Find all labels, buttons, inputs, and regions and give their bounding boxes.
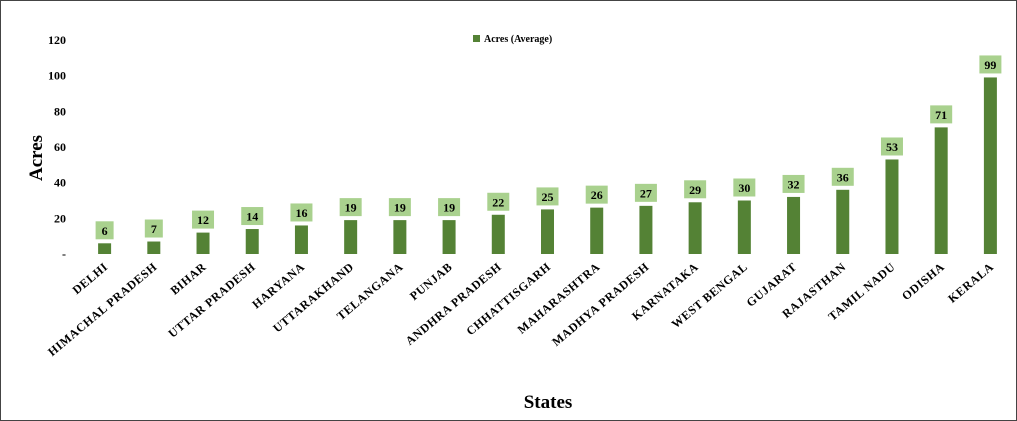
data-label: 12 [197, 213, 209, 227]
bar [541, 209, 554, 254]
data-label: 71 [935, 108, 947, 122]
data-label: 36 [837, 170, 849, 184]
y-tick-label: 40 [54, 176, 66, 190]
bar [491, 214, 505, 254]
data-label: 7 [151, 222, 157, 236]
data-label: 27 [640, 186, 652, 200]
data-label-box [438, 198, 461, 217]
bar [344, 220, 358, 254]
data-label-box [634, 183, 657, 202]
y-axis-title: Acres [26, 135, 47, 181]
legend-entry-acres-average: Acres (Average) [484, 34, 552, 45]
y-tick-label: 120 [48, 33, 66, 47]
bar [590, 207, 604, 254]
data-label-box [144, 219, 163, 238]
bar [393, 220, 407, 254]
x-axis-title: States [524, 392, 573, 413]
bar [836, 189, 850, 254]
data-label: 53 [886, 140, 898, 154]
data-label-box [831, 167, 854, 186]
data-label: 32 [788, 177, 800, 191]
bar [639, 205, 653, 254]
data-label: 19 [345, 201, 357, 215]
bar [787, 196, 801, 254]
data-label-box [388, 198, 411, 217]
bar [737, 200, 751, 254]
data-label: 26 [591, 188, 603, 202]
data-label-box [192, 210, 215, 229]
data-label: 14 [246, 210, 258, 224]
data-label: 99 [984, 58, 996, 72]
category-label: UTTAR PRADESH [165, 260, 258, 341]
data-label: 6 [102, 224, 108, 238]
category-label: KERALA [945, 260, 996, 306]
y-tick-label: - [62, 247, 66, 261]
y-tick-label: 80 [54, 104, 66, 118]
bar [294, 225, 308, 254]
category-label: DELHI [70, 260, 111, 298]
data-label-box [487, 192, 510, 211]
data-label: 29 [689, 183, 701, 197]
y-tick-label: 20 [54, 211, 66, 225]
y-tick-label: 60 [54, 140, 66, 154]
legend-swatch [473, 35, 480, 42]
category-label: UTTARAKHAND [270, 260, 356, 336]
data-label-box [95, 221, 114, 240]
data-label-box [930, 105, 953, 124]
bar [983, 77, 997, 254]
bar [245, 229, 259, 254]
data-label-box [782, 174, 805, 193]
y-tick-label: 100 [48, 69, 66, 83]
data-label: 19 [394, 201, 406, 215]
y-axis-ticks: - 20 40 60 80 100 120 [48, 33, 66, 261]
legend: Acres (Average) [473, 34, 552, 45]
data-label-box [979, 55, 1002, 74]
category-label: ANDHRA PRADESH [403, 260, 505, 348]
bar [934, 127, 948, 254]
data-label: 19 [443, 201, 455, 215]
bar [688, 202, 702, 254]
bar [442, 220, 456, 254]
data-label-box [339, 198, 362, 217]
data-label: 25 [542, 190, 554, 204]
data-labels: 6 7 12 14 16 19 19 19 22 25 26 27 29 30 32 36 53 71 99 [95, 55, 1002, 240]
bar [147, 241, 161, 254]
category-label: PUNJAB [407, 260, 455, 303]
data-label-box [585, 185, 608, 204]
data-label-box [536, 187, 559, 206]
category-label: MAHARASHTRA [515, 260, 603, 337]
data-label-box [241, 207, 264, 226]
category-label: BIHAR [168, 260, 209, 298]
data-label-box [290, 203, 313, 222]
category-label: ODISHA [899, 260, 947, 303]
bar [98, 243, 112, 254]
data-label: 16 [295, 206, 307, 220]
data-label-box [880, 137, 903, 156]
data-label-box [684, 180, 707, 199]
bar [196, 232, 210, 254]
data-label: 30 [738, 181, 750, 195]
category-label: CHHATTISGARH [463, 260, 553, 339]
data-label: 22 [492, 195, 504, 209]
bars [98, 77, 997, 254]
bar [885, 159, 899, 254]
data-label-box [733, 178, 756, 197]
category-label: MADHYA PRADESH [549, 260, 652, 349]
